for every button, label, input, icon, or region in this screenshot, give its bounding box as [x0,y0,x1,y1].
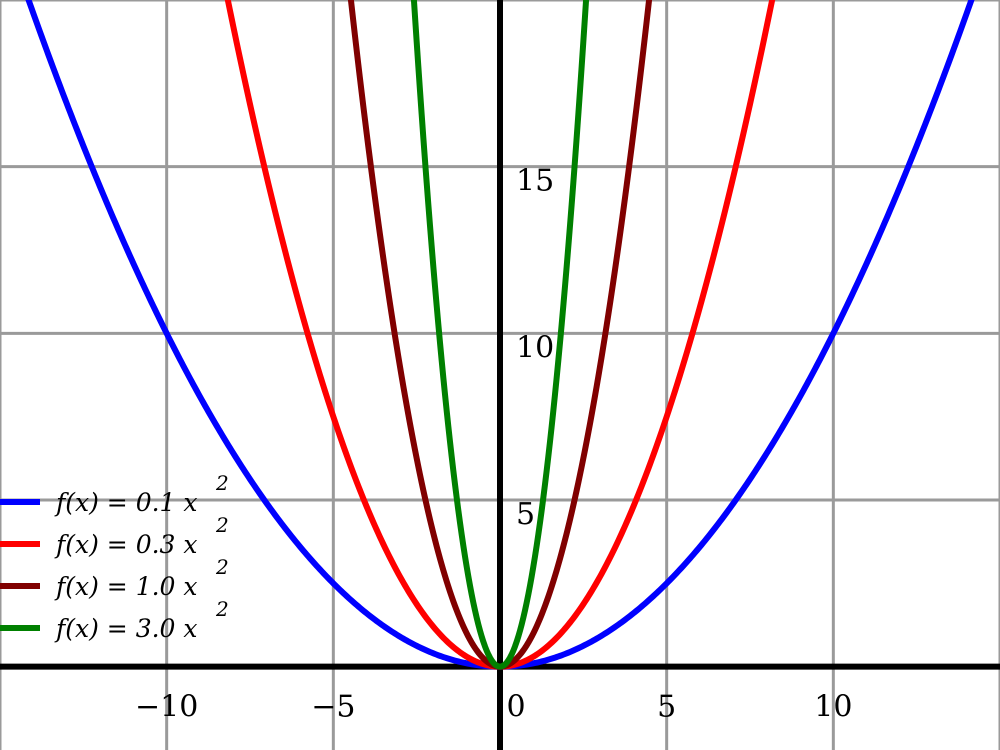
x-tick-label: 10 [814,690,852,725]
legend-label-2: f(x) = 1.0 x [54,572,198,601]
y-tick-label: 10 [516,330,554,365]
x-tick-label: −10 [135,690,198,725]
x-tick-label: 5 [657,690,676,725]
series-line-3 [410,0,590,670]
x-tick-label: −5 [311,690,355,725]
legend-label-1: f(x) = 0.3 x [54,530,198,559]
y-tick-label: 15 [516,164,554,199]
legend-exponent-0: 2 [215,471,229,495]
legend-label-3: f(x) = 3.0 x [54,614,198,643]
legend-label-0: f(x) = 0.1 x [54,488,198,517]
legend: f(x) = 0.1 x2f(x) = 0.3 x2f(x) = 1.0 x2f… [0,471,229,643]
legend-exponent-2: 2 [215,555,229,579]
y-tick-label: 5 [516,497,535,532]
curves [25,0,975,670]
legend-exponent-3: 2 [215,597,229,621]
tick-labels: −10 −5 0 5 10 5 10 15 [135,164,852,725]
x-tick-label: 0 [506,690,525,725]
legend-exponent-1: 2 [215,513,229,537]
